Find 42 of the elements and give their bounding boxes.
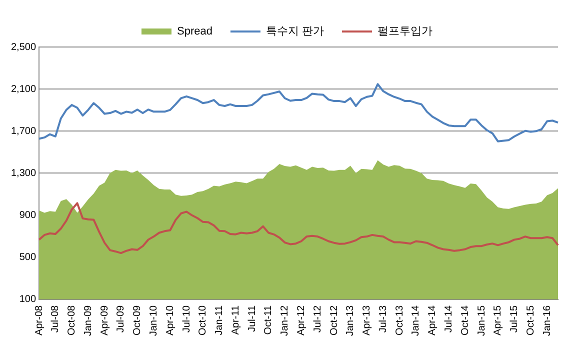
y-tick-label: 1,300 [10, 168, 36, 179]
x-tick-label: Oct-12 [328, 304, 340, 336]
y-tick-label: 500 [19, 252, 36, 264]
x-tick-label: Apr-12 [296, 304, 307, 336]
x-tick-label: Oct-08 [66, 304, 78, 336]
x-tick-label: Jul-14 [443, 305, 454, 333]
y-tick-label: 1,700 [10, 126, 36, 137]
x-tick-label: Oct-15 [525, 304, 536, 336]
legend-label: Spread [176, 26, 212, 38]
y-tick-label: 900 [19, 210, 36, 222]
x-tick-label: Jan-09 [82, 304, 94, 336]
x-tick-label: Jul-10 [181, 305, 192, 333]
x-tick-label: Apr-09 [99, 304, 110, 336]
x-tick-label: Jan-14 [410, 304, 422, 336]
x-tick-label: Apr-15 [492, 304, 504, 336]
x-tick-label: Jan-16 [542, 304, 553, 336]
x-tick-label: Apr-13 [362, 304, 373, 336]
x-tick-label: Oct-13 [394, 304, 406, 336]
x-tick-label: Jan-10 [148, 304, 160, 336]
x-tick-label: Jul-09 [116, 305, 127, 333]
x-tick-label: Apr-10 [164, 304, 176, 336]
x-tick-label: Jul-08 [50, 305, 62, 333]
x-tick-label: Jan-13 [345, 304, 356, 336]
x-tick-label: Apr-14 [427, 304, 438, 336]
x-tick-label: Apr-08 [34, 304, 45, 336]
x-tick-label: Oct-09 [132, 304, 144, 336]
legend-label: 펄프투입가 [378, 26, 433, 38]
x-tick-label: Jul-11 [246, 304, 258, 332]
x-tick-label: Jan-11 [214, 304, 226, 336]
x-tick-label: Jan-12 [280, 304, 291, 336]
legend-label: 특수지 판가 [266, 26, 324, 38]
x-tick-label: Jul-13 [378, 305, 389, 333]
x-tick-label: Apr-11 [230, 304, 242, 335]
y-tick-label: 100 [19, 294, 36, 306]
x-tick-label: Oct-10 [198, 304, 209, 336]
x-tick-label: Oct-14 [460, 304, 471, 336]
x-tick-label: Jul-15 [509, 305, 520, 333]
x-tick-label: Oct-11 [263, 305, 274, 335]
x-tick-label: Jul-12 [312, 305, 324, 333]
y-tick-label: 2,500 [10, 42, 36, 53]
y-tick-label: 2,100 [10, 84, 36, 95]
x-tick-label: Jan-15 [476, 304, 488, 336]
